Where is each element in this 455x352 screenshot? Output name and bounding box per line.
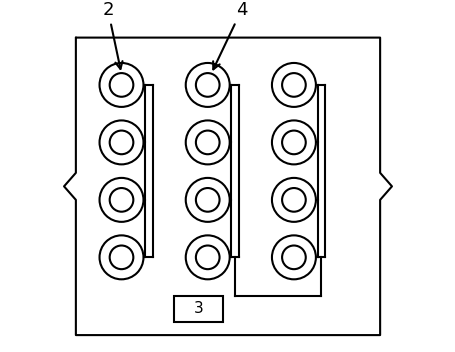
Text: 2: 2	[102, 1, 122, 69]
Circle shape	[282, 245, 305, 269]
Circle shape	[110, 188, 133, 212]
Circle shape	[196, 188, 219, 212]
Circle shape	[196, 73, 219, 97]
Circle shape	[110, 131, 133, 154]
Circle shape	[99, 63, 143, 107]
Circle shape	[271, 178, 315, 222]
Text: 3: 3	[193, 301, 203, 316]
Circle shape	[110, 73, 133, 97]
Circle shape	[271, 63, 315, 107]
Circle shape	[110, 245, 133, 269]
Circle shape	[185, 120, 229, 164]
Circle shape	[185, 178, 229, 222]
Text: 4: 4	[212, 1, 247, 69]
Bar	[173, 296, 222, 322]
Circle shape	[196, 245, 219, 269]
Circle shape	[282, 73, 305, 97]
Circle shape	[185, 63, 229, 107]
Circle shape	[271, 235, 315, 279]
Circle shape	[282, 188, 305, 212]
Circle shape	[99, 120, 143, 164]
Circle shape	[99, 178, 143, 222]
Circle shape	[99, 235, 143, 279]
Circle shape	[196, 131, 219, 154]
Circle shape	[282, 131, 305, 154]
Circle shape	[185, 235, 229, 279]
Circle shape	[271, 120, 315, 164]
